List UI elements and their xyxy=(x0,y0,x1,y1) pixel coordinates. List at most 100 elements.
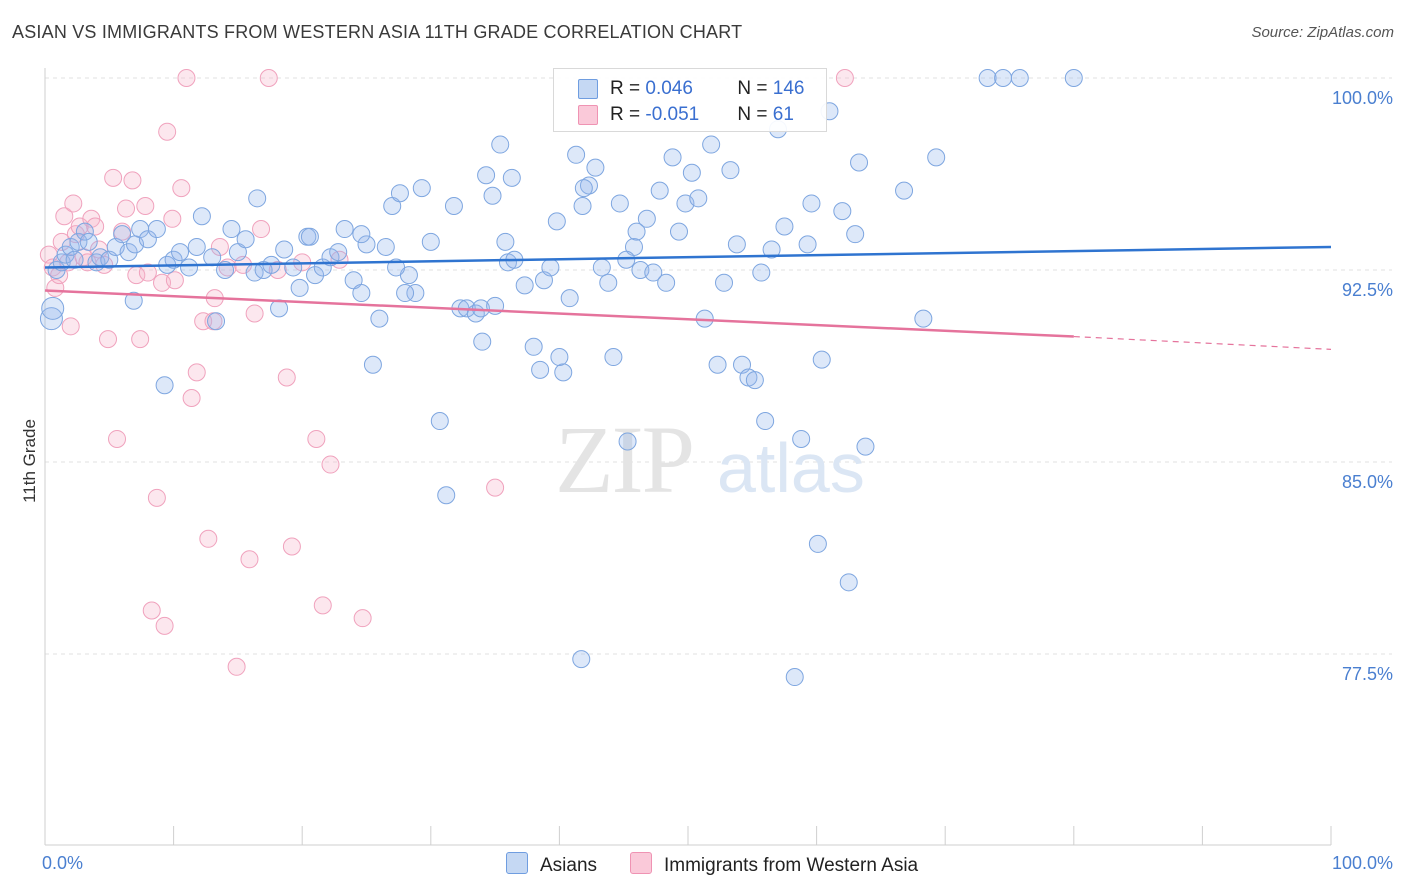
legend-label-immigrants: Immigrants from Western Asia xyxy=(664,855,919,876)
asians-point xyxy=(515,276,534,295)
asians-point xyxy=(124,291,143,310)
asians-point xyxy=(483,186,502,205)
asians-point xyxy=(914,309,933,328)
asians-point xyxy=(69,232,88,251)
immigrants-point xyxy=(353,609,372,628)
immigrants-point xyxy=(307,429,326,448)
immigrants-point xyxy=(194,312,213,331)
source-credit: Source: ZipAtlas.com xyxy=(1251,24,1394,41)
asians-point xyxy=(610,194,629,213)
immigrants-point xyxy=(136,197,155,215)
legend-swatch-asians xyxy=(578,79,598,99)
asians-point xyxy=(41,296,65,320)
asians-point xyxy=(164,250,183,269)
asians-point xyxy=(721,161,740,180)
immigrants-point xyxy=(486,478,505,497)
asians-trend-line xyxy=(44,245,1332,269)
asians-point xyxy=(491,135,510,154)
asians-point xyxy=(1064,69,1083,87)
asians-point xyxy=(554,363,573,382)
asians-point xyxy=(586,158,605,177)
immigrants-point xyxy=(227,657,246,676)
asians-point xyxy=(592,258,611,277)
asians-point xyxy=(370,309,389,328)
asians-point xyxy=(363,355,382,374)
y-tick-label: 100.0% xyxy=(1332,88,1393,108)
asians-point xyxy=(689,189,708,208)
asians-point xyxy=(702,135,721,154)
asians-point xyxy=(547,212,566,231)
asians-point xyxy=(306,266,325,285)
asians-point xyxy=(1010,69,1029,87)
asians-point xyxy=(812,350,831,369)
asians-point xyxy=(715,273,734,292)
immigrants-trend-line xyxy=(44,289,1074,338)
asians-point xyxy=(502,168,521,187)
immigrants-point xyxy=(218,258,237,277)
immigrants-point xyxy=(123,171,142,190)
asians-point xyxy=(994,69,1013,87)
asians-point xyxy=(406,284,425,303)
asians-point xyxy=(618,432,637,451)
asians-point xyxy=(207,312,226,331)
immigrants-point xyxy=(155,616,174,635)
asians-point xyxy=(599,273,618,292)
legend-swatch-immigrants xyxy=(630,852,652,874)
asians-point xyxy=(236,230,255,249)
asians-point xyxy=(846,225,865,244)
immigrants-point xyxy=(142,601,161,620)
immigrants-point xyxy=(99,330,118,349)
n-value: 61 xyxy=(772,104,794,125)
legend-swatch-asians xyxy=(506,852,528,874)
asians-point xyxy=(113,225,132,244)
immigrants-point xyxy=(245,304,264,323)
asians-point xyxy=(579,176,598,195)
asians-point xyxy=(187,237,206,256)
asians-point xyxy=(421,232,440,251)
legend-label-asians: Asians xyxy=(540,855,598,876)
asians-point xyxy=(727,235,746,254)
asians-point xyxy=(222,220,241,239)
immigrants-point xyxy=(252,220,271,239)
asians-point xyxy=(437,486,456,505)
asians-point xyxy=(785,668,804,687)
asians-point xyxy=(155,376,174,395)
immigrants-point xyxy=(55,207,74,226)
asians-point xyxy=(477,166,496,185)
asians-point xyxy=(119,243,138,262)
n-label: N = xyxy=(737,104,773,125)
asians-point xyxy=(775,217,794,236)
axes xyxy=(44,68,1332,846)
asians-point xyxy=(604,348,623,367)
asians-point xyxy=(756,412,775,431)
asians-point xyxy=(75,222,94,241)
immigrants-point xyxy=(165,271,184,290)
immigrants-point xyxy=(259,69,278,87)
legend-item-immigrants[interactable]: Immigrants from Western Asia xyxy=(630,852,918,877)
series-asians-points xyxy=(39,69,1083,687)
asians-point xyxy=(39,307,63,331)
immigrants-point xyxy=(313,596,332,615)
asians-point xyxy=(357,235,376,254)
immigrants-point xyxy=(108,429,127,448)
legend-item-asians[interactable]: Asians xyxy=(506,852,597,877)
asians-point xyxy=(473,332,492,351)
immigrants-point xyxy=(117,199,136,218)
correlation-legend: R = 0.046 N = 146 R = -0.051 N = 61 xyxy=(553,68,827,132)
r-label: R = xyxy=(610,104,646,125)
asians-point xyxy=(352,225,371,244)
immigrants-point xyxy=(240,550,259,569)
y-axis-title: 11th Grade xyxy=(20,419,39,503)
asians-point xyxy=(745,371,764,390)
immigrants-point xyxy=(172,179,191,198)
series-immigrants-points xyxy=(39,69,854,676)
asians-point xyxy=(798,235,817,254)
immigrants-point xyxy=(138,263,157,282)
asians-point xyxy=(248,189,267,208)
immigrants-point xyxy=(182,389,201,407)
asians-point xyxy=(839,573,858,592)
n-label: N = xyxy=(737,78,773,99)
legend-swatch-immigrants xyxy=(578,105,598,125)
asians-point xyxy=(496,232,515,251)
